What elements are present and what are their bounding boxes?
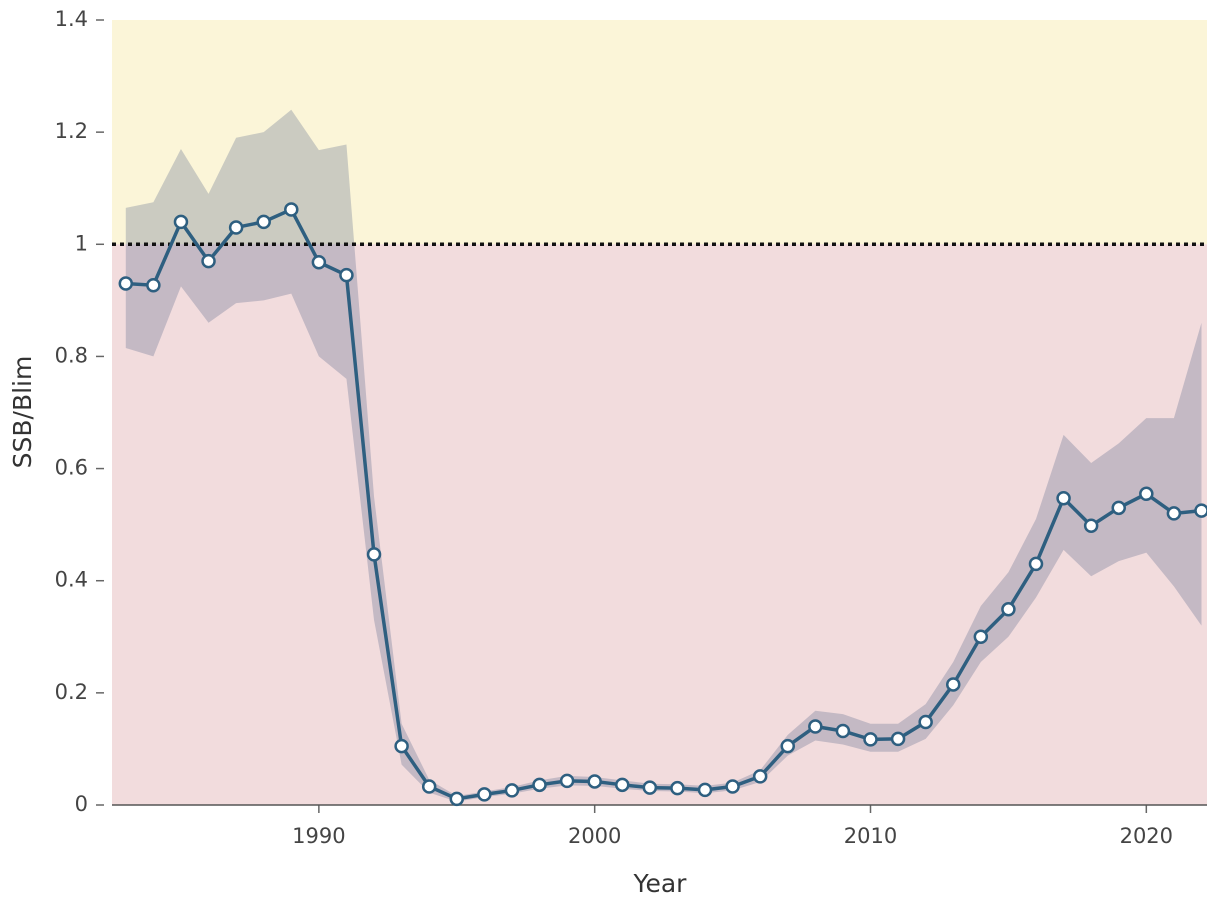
data-point: [808, 719, 823, 734]
data-point: [835, 723, 851, 739]
x-tick-label: 2020: [1120, 824, 1173, 848]
data-point: [173, 214, 189, 230]
y-tick-label: 1.4: [55, 7, 88, 31]
data-point: [1028, 556, 1044, 572]
data-point: [311, 254, 327, 270]
x-axis-title: Year: [633, 869, 688, 898]
data-point: [339, 267, 354, 283]
data-point: [1083, 518, 1099, 534]
y-tick-label: 0.8: [55, 343, 88, 367]
y-tick-label: 1.2: [55, 119, 88, 143]
data-point: [256, 214, 271, 230]
data-point: [477, 787, 492, 802]
data-point: [670, 780, 685, 796]
y-tick-label: 0.6: [55, 456, 88, 480]
data-line: [125, 207, 1202, 801]
y-tick-label: 0: [75, 792, 88, 816]
data-point: [421, 779, 437, 794]
data-point: [284, 202, 299, 217]
y-tick-label: 0.4: [55, 568, 88, 592]
data-point: [118, 276, 134, 291]
zone-below: [112, 244, 1207, 806]
x-tick-label: 1990: [292, 824, 345, 848]
confidence-band: [125, 109, 1202, 802]
x-tick-label: 2010: [844, 824, 897, 848]
data-point: [201, 253, 216, 269]
data-point: [1194, 503, 1207, 518]
data-point: [146, 277, 161, 293]
data-point: [449, 791, 465, 807]
data-point: [504, 783, 520, 798]
data-point: [587, 774, 602, 789]
data-point: [228, 220, 244, 235]
data-point: [532, 777, 547, 793]
data-point: [945, 677, 961, 692]
data-point: [752, 769, 768, 784]
data-point: [366, 547, 382, 562]
data-point: [697, 782, 713, 798]
data-point: [1139, 486, 1154, 502]
y-axis-title: SSB/Blim: [8, 356, 37, 469]
x-tick-label: 2000: [568, 824, 621, 848]
data-point: [642, 780, 658, 795]
data-point: [973, 629, 989, 645]
data-point: [1166, 506, 1182, 521]
data-point: [615, 777, 630, 793]
data-point: [1056, 491, 1071, 506]
data-point: [918, 714, 933, 730]
y-tick-label: 0.2: [55, 680, 88, 704]
data-point: [559, 773, 575, 789]
data-point: [890, 731, 906, 747]
data-point: [394, 738, 409, 754]
y-tick-label: 1: [75, 231, 88, 255]
data-point: [863, 732, 878, 747]
data-point: [1001, 602, 1016, 617]
data-point: [725, 779, 740, 794]
data-point: [1111, 500, 1126, 516]
data-point: [780, 738, 796, 754]
